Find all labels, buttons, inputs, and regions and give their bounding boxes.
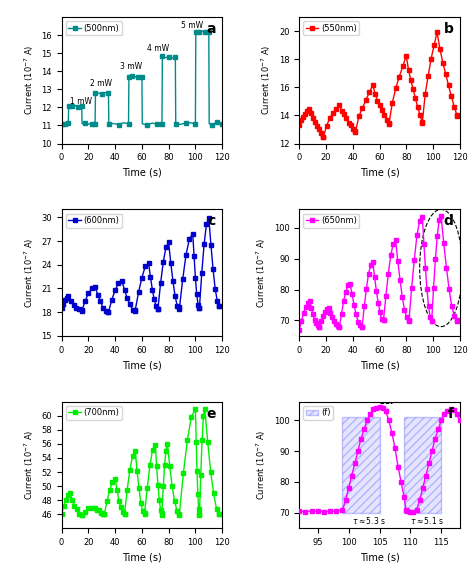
Y-axis label: Current (10$^{-7}$ A): Current (10$^{-7}$ A) <box>255 237 268 308</box>
Legend: (f): (f) <box>303 406 333 420</box>
Text: d: d <box>444 215 453 228</box>
Text: b: b <box>444 22 453 36</box>
Y-axis label: Current (10$^{-7}$ A): Current (10$^{-7}$ A) <box>22 45 36 115</box>
Y-axis label: Current (10$^{-7}$ A): Current (10$^{-7}$ A) <box>22 430 36 500</box>
Bar <box>342 417 380 513</box>
Legend: (500nm): (500nm) <box>66 21 121 35</box>
Text: f: f <box>447 407 453 421</box>
Text: e: e <box>206 407 216 421</box>
Y-axis label: Current (10$^{-7}$ A): Current (10$^{-7}$ A) <box>260 45 273 115</box>
Legend: (600nm): (600nm) <box>66 214 122 228</box>
Text: $\tau\approx5.1$ s: $\tau\approx5.1$ s <box>410 515 445 525</box>
X-axis label: Time (s): Time (s) <box>360 553 400 562</box>
X-axis label: Time (s): Time (s) <box>122 168 162 178</box>
X-axis label: Time (s): Time (s) <box>360 168 400 178</box>
Text: 1 mW: 1 mW <box>70 97 91 106</box>
Legend: (650nm): (650nm) <box>303 214 359 228</box>
Y-axis label: Current (10$^{-7}$ A): Current (10$^{-7}$ A) <box>255 430 268 500</box>
Y-axis label: Current (10$^{-7}$ A): Current (10$^{-7}$ A) <box>22 237 36 308</box>
X-axis label: Time (s): Time (s) <box>122 360 162 370</box>
Text: 5 mW: 5 mW <box>181 21 203 30</box>
Legend: (550nm): (550nm) <box>303 21 359 35</box>
X-axis label: Time (s): Time (s) <box>360 360 400 370</box>
Text: c: c <box>208 215 216 228</box>
X-axis label: Time (s): Time (s) <box>122 553 162 562</box>
Text: a: a <box>206 22 216 36</box>
Bar <box>404 417 441 513</box>
Text: $\tau\approx5.3$ s: $\tau\approx5.3$ s <box>352 515 386 525</box>
Text: 2 mW: 2 mW <box>90 79 112 87</box>
Legend: (700nm): (700nm) <box>66 406 122 420</box>
Text: 3 mW: 3 mW <box>120 62 143 72</box>
Text: 4 mW: 4 mW <box>147 44 169 53</box>
